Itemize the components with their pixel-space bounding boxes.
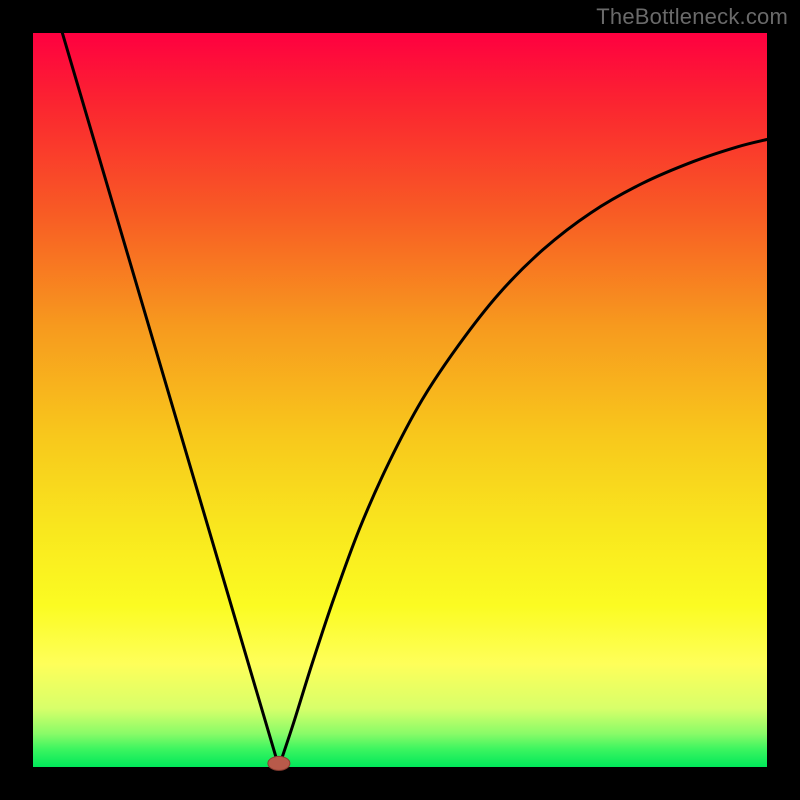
chart-svg (0, 0, 800, 800)
attribution-label: TheBottleneck.com (596, 4, 788, 30)
plot-background (33, 33, 767, 767)
minimum-marker (268, 756, 290, 770)
chart-container: TheBottleneck.com (0, 0, 800, 800)
